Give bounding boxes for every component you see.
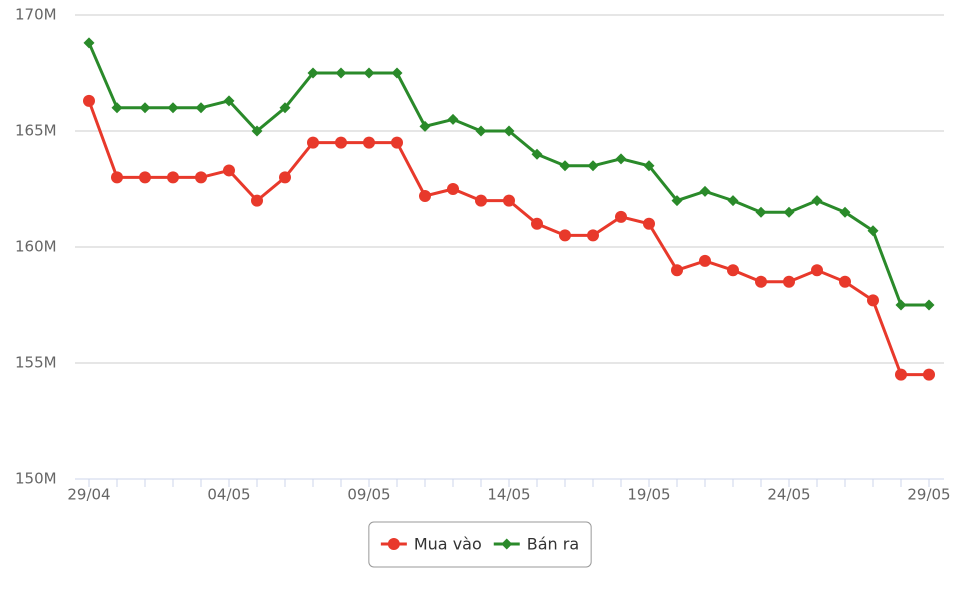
x-tick-label: 04/05: [207, 486, 250, 504]
series: [83, 37, 935, 311]
marker: [111, 102, 123, 114]
marker: [895, 368, 907, 381]
marker: [391, 136, 403, 149]
marker: [783, 206, 795, 218]
marker: [251, 194, 263, 207]
marker: [195, 171, 207, 184]
marker: [391, 67, 403, 79]
marker: [279, 171, 291, 184]
marker: [111, 171, 123, 184]
marker: [139, 102, 151, 114]
marker: [895, 299, 907, 311]
marker: [811, 264, 823, 277]
marker: [727, 195, 739, 207]
marker: [503, 194, 515, 207]
marker: [923, 368, 935, 381]
marker: [531, 148, 543, 160]
marker: [559, 160, 571, 172]
marker: [643, 160, 655, 172]
marker: [839, 275, 851, 288]
marker: [727, 264, 739, 277]
marker: [643, 217, 655, 230]
marker: [307, 67, 319, 79]
marker: [195, 102, 207, 114]
marker: [699, 254, 711, 267]
marker: [783, 275, 795, 288]
marker: [419, 189, 431, 202]
marker: [475, 194, 487, 207]
x-tick-label: 09/05: [347, 486, 390, 504]
x-tick-label: 29/05: [907, 486, 950, 504]
marker: [279, 102, 291, 114]
marker: [363, 136, 375, 149]
marker: [335, 136, 347, 149]
marker: [671, 264, 683, 277]
marker: [223, 164, 235, 177]
legend-label: Bán ra: [527, 535, 579, 554]
marker: [755, 275, 767, 288]
marker: [587, 160, 599, 172]
marker: [387, 538, 400, 550]
x-tick-label: 19/05: [627, 486, 670, 504]
y-tick-label: 150M: [15, 470, 57, 488]
marker: [867, 225, 879, 237]
y-tick-label: 170M: [15, 6, 57, 24]
y-tick-label: 165M: [15, 122, 57, 140]
marker: [671, 195, 683, 207]
marker: [167, 102, 179, 114]
marker: [83, 94, 95, 107]
marker: [755, 206, 767, 218]
y-tick-label: 155M: [15, 354, 57, 372]
x-tick-label: 29/04: [67, 486, 110, 504]
marker: [923, 299, 935, 311]
marker: [615, 153, 627, 165]
legend-box: [368, 521, 592, 568]
x-tick-label: 24/05: [767, 486, 810, 504]
marker: [501, 538, 513, 550]
marker: [335, 67, 347, 79]
marker: [475, 125, 487, 137]
marker: [139, 171, 151, 184]
marker: [699, 185, 711, 197]
series-line: [87, 100, 929, 377]
marker: [251, 125, 263, 137]
marker: [839, 206, 851, 218]
x-tick-label: 14/05: [487, 486, 530, 504]
marker: [83, 37, 95, 49]
marker: [307, 136, 319, 149]
marker: [447, 183, 459, 195]
marker: [503, 125, 515, 137]
marker: [419, 120, 431, 132]
legend: Mua vào Bán ra: [368, 521, 592, 568]
marker: [867, 294, 879, 307]
series: [83, 94, 935, 381]
marker: [363, 67, 375, 79]
marker: [167, 171, 179, 184]
legend-label: Mua vào: [414, 535, 482, 554]
marker: [587, 229, 599, 242]
marker: [559, 229, 571, 242]
marker: [223, 95, 235, 107]
marker: [811, 195, 823, 207]
marker: [615, 210, 627, 223]
y-tick-label: 160M: [15, 238, 57, 256]
marker: [447, 113, 459, 125]
marker: [531, 217, 543, 230]
